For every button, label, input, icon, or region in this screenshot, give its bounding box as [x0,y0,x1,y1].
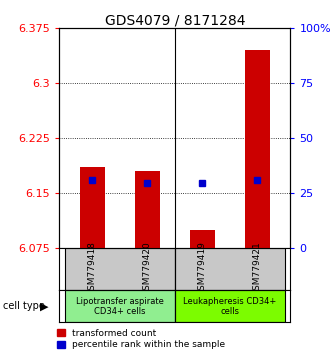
Text: ▶: ▶ [40,301,49,311]
Text: GSM779420: GSM779420 [143,242,152,296]
Text: GSM779421: GSM779421 [253,242,262,296]
Bar [245,50,270,248]
Text: GSM779418: GSM779418 [88,241,97,297]
Bar [65,248,175,290]
Text: Lipotransfer aspirate
CD34+ cells: Lipotransfer aspirate CD34+ cells [76,297,164,316]
Text: cell type: cell type [3,301,45,311]
Text: Leukapheresis CD34+
cells: Leukapheresis CD34+ cells [183,297,277,316]
Bar [175,248,285,290]
Text: GSM779419: GSM779419 [198,241,207,297]
Bar [80,167,105,248]
Bar [175,290,285,322]
Bar [190,229,215,248]
Bar [65,290,175,322]
Title: GDS4079 / 8171284: GDS4079 / 8171284 [105,13,245,27]
Bar [135,171,160,248]
Legend: transformed count, percentile rank within the sample: transformed count, percentile rank withi… [57,329,225,349]
